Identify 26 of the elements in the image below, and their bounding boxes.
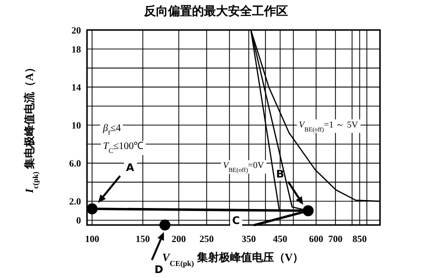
x-tick-label: 600 [309, 235, 324, 245]
y-tick-label: 0 [76, 216, 82, 227]
x-tick-label: 450 [273, 235, 288, 245]
y-tick-label: 2.0 [69, 198, 82, 208]
annotation: A [126, 162, 136, 174]
x-axis-title: V$_{CE(pk)}$ 集射极峰值电压（V） [162, 251, 304, 268]
annotation: B [276, 168, 284, 181]
x-tick-label: 850 [352, 235, 368, 245]
chart-title: 反向偏置的最大安全工作区 [143, 4, 288, 18]
x-tick-label: 200 [172, 235, 186, 245]
text: D [154, 264, 164, 276]
annotation: β$_{f}$≤4 [102, 123, 121, 137]
x-tick-label: 700 [328, 235, 343, 245]
annotation: C [232, 215, 240, 227]
x-tick-label: 250 [200, 235, 214, 245]
x-tick-label: 150 [136, 235, 150, 245]
y-tick-label: 20 [72, 26, 82, 36]
annotation: V$_{BE(off)}$=1 ～ 5V [298, 119, 358, 133]
annotation: T$_{C}$≤100℃ [103, 141, 144, 155]
y-tick-label: 10 [72, 122, 82, 132]
y-tick-label: 18 [72, 46, 82, 56]
x-tick-label: 350 [242, 235, 256, 245]
x-tick-label: 100 [84, 235, 100, 245]
y-tick-label: 6.0 [69, 160, 82, 170]
annotation: V$_{BE(off)}$=0V [222, 160, 265, 174]
y-tick-label: 14 [72, 84, 82, 94]
